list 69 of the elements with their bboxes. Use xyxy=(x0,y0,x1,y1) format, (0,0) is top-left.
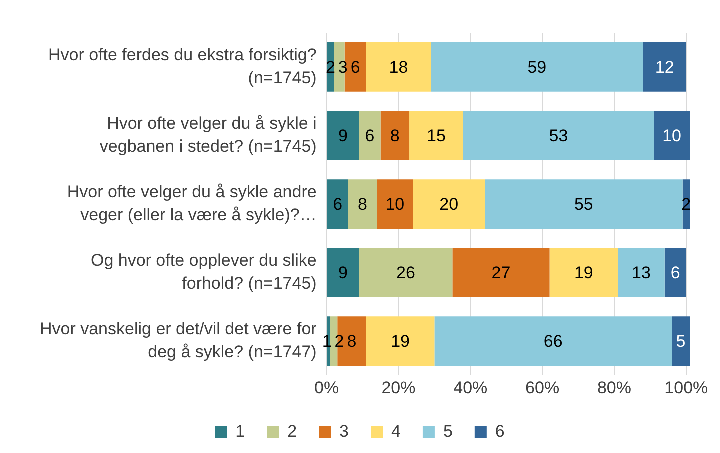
data-label: 19 xyxy=(574,263,594,282)
bar xyxy=(366,316,435,366)
y-tick-label: Hvor ofte velger du å sykle andre veger (eller la være å sykle)?… xyxy=(67,182,317,224)
x-tick-label: 20% xyxy=(382,378,416,398)
bar xyxy=(413,180,486,229)
data-label: 53 xyxy=(549,126,568,146)
bar xyxy=(327,180,348,229)
data-label: 20 xyxy=(440,194,459,214)
bar xyxy=(672,316,690,366)
y-tick-label: Hvor ofte velger du å sykle i vegbanen i stedet? (n=1745) xyxy=(100,114,317,156)
data-label: 8 xyxy=(347,332,357,352)
legend-label: 2 xyxy=(288,422,298,442)
data-label: 9 xyxy=(338,263,348,282)
data-label: 19 xyxy=(391,332,410,352)
x-tick-label: 60% xyxy=(526,378,560,398)
legend-label: 1 xyxy=(236,422,246,442)
data-label: 18 xyxy=(389,58,408,77)
data-label: 8 xyxy=(358,194,368,214)
bar xyxy=(485,180,683,229)
bar xyxy=(327,111,360,160)
x-tick-label: 100% xyxy=(664,378,708,398)
bar xyxy=(434,316,672,366)
bar xyxy=(410,111,464,160)
bar xyxy=(348,180,378,229)
data-label: 2 xyxy=(334,332,344,352)
bar xyxy=(377,180,414,229)
bar xyxy=(654,111,690,160)
bar xyxy=(618,248,665,298)
legend-label: 6 xyxy=(495,422,505,442)
data-label: 6 xyxy=(350,58,360,77)
bar xyxy=(359,248,453,298)
data-label: 27 xyxy=(492,263,511,282)
data-label: 26 xyxy=(396,263,416,282)
data-label: 15 xyxy=(427,126,446,146)
bar xyxy=(664,248,686,298)
legend-label: 5 xyxy=(443,422,453,442)
bar xyxy=(550,248,618,298)
data-label: 6 xyxy=(333,194,343,214)
data-label: 8 xyxy=(390,126,400,146)
data-label: 5 xyxy=(676,332,686,352)
data-label: 3 xyxy=(338,58,348,77)
y-tick-label: Og hvor ofte opplever du slike forhold? (n=1745) xyxy=(90,251,317,293)
bar xyxy=(366,42,432,92)
x-tick-label: 40% xyxy=(454,378,488,398)
y-tick-label: Hvor vanskelig er det/vil det være for deg å sykle? (n=1747) xyxy=(40,320,318,362)
data-label: 6 xyxy=(365,126,375,146)
legend-label: 4 xyxy=(392,422,401,442)
data-label: 9 xyxy=(338,126,348,146)
bar xyxy=(643,42,686,92)
data-label: 10 xyxy=(386,194,405,214)
bar xyxy=(338,316,366,366)
bar xyxy=(327,248,360,298)
x-tick-label: 80% xyxy=(597,378,632,398)
bar xyxy=(452,248,550,298)
data-label: 66 xyxy=(544,332,563,352)
bar xyxy=(334,42,345,92)
legend-label: 3 xyxy=(340,422,350,442)
data-label: 13 xyxy=(632,263,651,282)
data-label: 59 xyxy=(528,58,547,77)
data-label: 10 xyxy=(662,126,682,146)
bar xyxy=(380,111,410,160)
data-label: 6 xyxy=(670,263,680,282)
data-label: 12 xyxy=(655,58,674,77)
bar xyxy=(359,111,381,160)
data-label: 55 xyxy=(574,194,594,214)
bar xyxy=(463,111,654,160)
y-tick-label: Hvor ofte ferdes du ekstra forsiktig? (n=1745) xyxy=(48,45,317,88)
bar xyxy=(431,42,644,92)
x-tick-label: 0% xyxy=(314,378,340,398)
